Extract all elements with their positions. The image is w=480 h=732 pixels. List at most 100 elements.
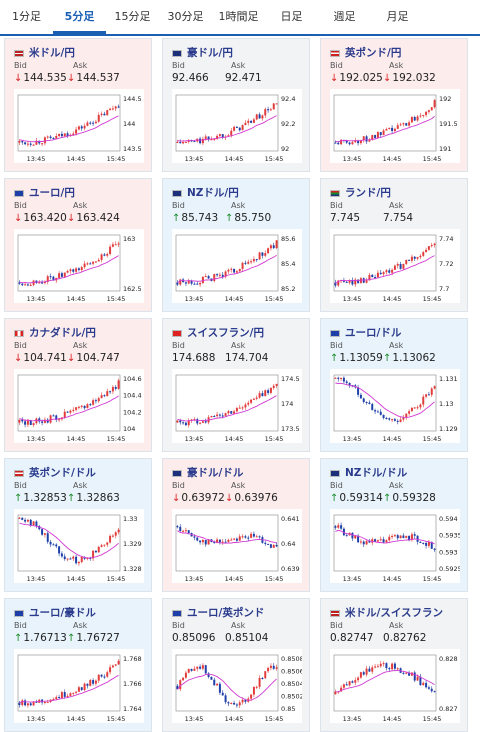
mini-chart[interactable]: 104.6 104.4 104.2 104 13:45 14:45 15:45 [14, 369, 144, 443]
candle-body [371, 667, 374, 672]
rate-card[interactable]: 米ドル/スイスフラン Bid Ask 0.82747 0.82762 0.828 0.827… [320, 598, 468, 732]
candle-body [184, 530, 187, 532]
pair-title[interactable]: 豪ドル/円 [172, 45, 233, 60]
tab-0[interactable]: 1分足 [12, 10, 41, 23]
candle-body [103, 544, 106, 546]
pair-title[interactable]: 米ドル/スイスフラン [330, 605, 443, 620]
candle-body [354, 680, 357, 683]
pair-title[interactable]: 豪ドル/ドル [172, 465, 243, 480]
pair-title[interactable]: ユーロ/円 [14, 185, 75, 200]
mini-chart[interactable]: 85.6 85.4 85.2 13:45 14:45 15:45 [172, 229, 302, 303]
candle-body [258, 678, 261, 687]
candle-body [18, 282, 21, 284]
candle-body [66, 411, 69, 413]
x-tick-label: 13:45 [343, 435, 362, 443]
x-tick-label: 15:45 [107, 715, 126, 723]
rate-card[interactable]: 英ポンド/ドル Bid Ask ↑1.32853 ↑1.32863 1.33 1.329 1.… [4, 458, 152, 592]
x-tick-label: 15:45 [265, 295, 284, 303]
y-tick-label: 0.639 [281, 565, 300, 573]
timeframe-tabs: 1分足 5分足 15分足 30分足 1時間足 日足 週足 月足 [0, 0, 480, 36]
candle-body [111, 387, 114, 392]
tab-4[interactable]: 1時間足 [218, 10, 259, 23]
rate-card[interactable]: 豪ドル/ドル Bid Ask ↓0.63972 ↓0.63976 0.641 0.64 0.6… [162, 458, 310, 592]
mini-chart[interactable]: 0.828 0.827 13:45 14:45 15:45 [330, 649, 460, 723]
mini-chart[interactable]: 0.8508 0.8506 0.8504 0.8502 0.85 13:45 14:45 15… [172, 649, 302, 723]
tab-3[interactable]: 30分足 [167, 10, 204, 23]
candle-body [244, 699, 247, 702]
pair-name: ユーロ/英ポンド [187, 607, 265, 619]
mini-chart[interactable]: 174.5 174 173.5 13:45 14:45 15:45 [172, 369, 302, 443]
rate-card[interactable]: NZドル/円 Bid Ask ↑85.743 ↑85.750 85.6 85.4 85.2 13… [162, 178, 310, 312]
arrow-up-icon: ↑ [14, 633, 23, 644]
mini-chart[interactable]: 144.5 144 143.5 13:45 14:45 15:45 [14, 89, 144, 163]
mini-chart[interactable]: 7.74 7.72 7.7 13:45 14:45 15:45 [330, 229, 460, 303]
ask-price: 163.424 [76, 212, 120, 224]
tab-1[interactable]: 5分足 [53, 0, 106, 34]
candle-body [385, 417, 388, 419]
plot-frame [333, 94, 437, 152]
pair-title[interactable]: 英ポンド/ドル [14, 465, 96, 480]
pair-title[interactable]: ユーロ/豪ドル [14, 605, 96, 620]
rate-card[interactable]: カナダドル/円 Bid Ask ↓104.741 ↓104.747 104.6 104.4 1… [4, 318, 152, 452]
candle-body [201, 421, 204, 423]
mini-chart[interactable]: 163 162.5 13:45 14:45 15:45 [14, 229, 144, 303]
x-tick-label: 14:45 [225, 155, 244, 163]
tab-2[interactable]: 15分足 [114, 10, 151, 23]
bid-value: ↑1.76713 [14, 632, 67, 644]
bid-price: 163.420 [23, 212, 67, 224]
rate-card[interactable]: ユーロ/豪ドル Bid Ask ↑1.76713 ↑1.76727 1.768 1.766 1… [4, 598, 152, 732]
candle-body [199, 666, 202, 669]
candle-body [275, 383, 278, 386]
pair-title[interactable]: カナダドル/円 [14, 325, 96, 340]
mini-chart[interactable]: 0.594 0.5935 0.593 0.5925 13:45 14:45 15:45 [330, 509, 460, 583]
pair-title[interactable]: スイスフラン/円 [172, 325, 264, 340]
rate-card[interactable]: NZドル/ドル Bid Ask ↑0.59314 ↑0.59328 0.594 0.5935… [320, 458, 468, 592]
candle-body [83, 263, 86, 268]
pair-title[interactable]: NZドル/円 [172, 185, 239, 200]
mini-chart[interactable]: 0.641 0.64 0.639 13:45 14:45 15:45 [172, 509, 302, 583]
candle-body [410, 534, 413, 541]
candle-body [425, 111, 428, 115]
rate-card[interactable]: 米ドル/円 Bid Ask ↓144.535 ↓144.537 144.5 144 143.5… [4, 38, 152, 172]
bid-value: ↑85.743 [172, 212, 218, 224]
rate-card[interactable]: スイスフラン/円 Bid Ask 174.688 174.704 174.5 174 173.… [162, 318, 310, 452]
candle-body [241, 407, 244, 409]
rate-card[interactable]: ユーロ/英ポンド Bid Ask 0.85096 0.85104 0.8508 0.8506… [162, 598, 310, 732]
candle-body [216, 414, 219, 417]
ask-label: Ask [389, 481, 404, 490]
x-tick-label: 14:45 [67, 435, 86, 443]
bid-label: Bid [330, 481, 343, 490]
candle-body [24, 519, 27, 522]
candle-body [97, 398, 100, 402]
mini-chart[interactable]: 1.131 1.13 1.129 13:45 14:45 15:45 [330, 369, 460, 443]
rate-card[interactable]: ユーロ/円 Bid Ask ↓163.420 ↓163.424 163 162.5 13:45… [4, 178, 152, 312]
candle-body [269, 245, 272, 249]
mini-chart[interactable]: 1.768 1.766 1.764 13:45 14:45 15:45 [14, 649, 144, 723]
arrow-down-icon: ↓ [330, 73, 339, 84]
tab-7[interactable]: 月足 [386, 10, 409, 23]
bid-value: 7.745 [330, 212, 360, 224]
mini-chart[interactable]: 192 191.5 191 13:45 14:45 15:45 [330, 89, 460, 163]
moving-average-line [19, 395, 119, 422]
tab-5[interactable]: 日足 [280, 10, 303, 23]
moving-average-line [19, 674, 119, 704]
candle-body [66, 558, 69, 560]
pair-title[interactable]: ランド/円 [330, 185, 391, 200]
candle-body [255, 397, 258, 399]
rate-card[interactable]: ランド/円 Bid Ask 7.745 7.754 7.74 7.72 7.7 13:45 14:… [320, 178, 468, 312]
mini-chart[interactable]: 92.4 92.2 92 13:45 14:45 15:45 [172, 89, 302, 163]
pair-title[interactable]: ユーロ/ドル [330, 325, 401, 340]
plot-frame [333, 654, 437, 712]
rate-card[interactable]: 英ポンド/円 Bid Ask ↓192.025 ↓192.032 192 191.5 191 1… [320, 38, 468, 172]
pair-title[interactable]: ユーロ/英ポンド [172, 605, 264, 620]
mini-chart[interactable]: 1.33 1.329 1.328 13:45 14:45 15:45 [14, 509, 144, 583]
pair-title[interactable]: NZドル/ドル [330, 465, 407, 480]
pair-title[interactable]: 英ポンド/円 [330, 45, 401, 60]
rate-card[interactable]: 豪ドル/円 Bid Ask 92.466 92.471 92.4 92.2 92 13:45 14… [162, 38, 310, 172]
candle-body [337, 280, 340, 286]
tab-6[interactable]: 週足 [333, 10, 356, 23]
candle-body [408, 411, 411, 414]
candle-body [94, 680, 97, 684]
pair-title[interactable]: 米ドル/円 [14, 45, 75, 60]
rate-card[interactable]: ユーロ/ドル Bid Ask ↑1.13059 ↑1.13062 1.131 1.13 1.1… [320, 318, 468, 452]
